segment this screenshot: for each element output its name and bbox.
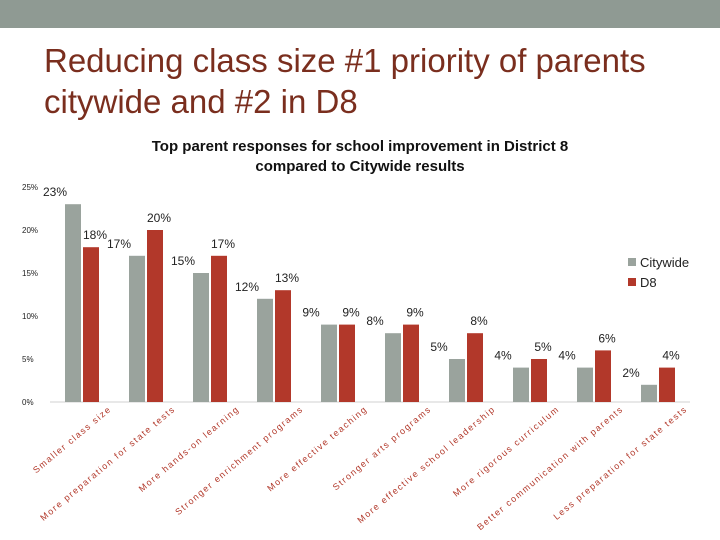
- bar-citywide-4: [321, 324, 337, 402]
- y-tick-label: 5%: [22, 355, 34, 364]
- y-tick-label: 10%: [22, 312, 38, 321]
- bar-citywide-1: [129, 255, 145, 402]
- x-tick-label-9: Less preparation for state tests: [551, 404, 689, 522]
- chart-legend: Citywide D8: [628, 252, 689, 292]
- legend-item-citywide: Citywide: [628, 252, 689, 272]
- x-tick-label-1: More preparation for state tests: [38, 404, 177, 523]
- chart-title-line-2: compared to Citywide results: [255, 158, 465, 175]
- bar-citywide-3: [257, 298, 273, 402]
- bar-citywide-9: [641, 384, 657, 402]
- data-label-d8-9: 4%: [662, 349, 680, 363]
- y-tick-label: 25%: [22, 183, 38, 192]
- data-label-citywide-9: 2%: [622, 366, 640, 380]
- slide-title: Reducing class size #1 priority of paren…: [44, 40, 704, 122]
- x-tick-label-3: Stronger enrichment programs: [173, 404, 305, 517]
- data-label-d8-0: 18%: [83, 228, 107, 242]
- legend-swatch-citywide: [628, 258, 636, 266]
- data-label-citywide-2: 15%: [171, 254, 195, 268]
- data-label-d8-5: 9%: [406, 306, 424, 320]
- bar-citywide-7: [513, 367, 529, 402]
- bar-d8-9: [659, 367, 675, 402]
- bar-d8-0: [83, 247, 99, 402]
- data-label-citywide-4: 9%: [302, 306, 320, 320]
- data-label-citywide-0: 23%: [43, 185, 67, 199]
- bar-citywide-2: [193, 273, 209, 402]
- bar-citywide-0: [65, 204, 81, 402]
- x-tick-label-2: More hands-on learning: [137, 404, 242, 494]
- top-banner: [0, 0, 720, 28]
- data-label-d8-2: 17%: [211, 237, 235, 251]
- y-tick-label: 15%: [22, 269, 38, 278]
- chart-title-line-1: Top parent responses for school improvem…: [151, 138, 569, 155]
- data-label-citywide-6: 5%: [430, 340, 448, 354]
- bar-d8-5: [403, 324, 419, 402]
- data-label-d8-6: 8%: [470, 314, 488, 328]
- slide-title-line-2: citywide and #2 in D8: [44, 83, 358, 120]
- bar-d8-8: [595, 350, 611, 402]
- y-tick-label: 0%: [22, 398, 34, 407]
- slide-title-line-1: Reducing class size #1 priority of paren…: [44, 42, 646, 79]
- legend-label-citywide: Citywide: [640, 254, 690, 270]
- data-label-d8-1: 20%: [147, 211, 171, 225]
- data-label-citywide-7: 4%: [494, 349, 512, 363]
- bar-d8-2: [211, 255, 227, 402]
- x-tick-label-6: More effective school leadership: [355, 404, 497, 525]
- x-tick-label-7: More rigorous curriculum: [451, 404, 561, 499]
- bar-d8-4: [339, 324, 355, 402]
- legend-item-d8: D8: [628, 272, 689, 292]
- bar-citywide-5: [385, 333, 401, 402]
- data-label-d8-8: 6%: [598, 331, 616, 345]
- chart-title: Top parent responses for school improvem…: [60, 137, 660, 177]
- data-label-citywide-8: 4%: [558, 349, 576, 363]
- data-label-d8-4: 9%: [342, 306, 360, 320]
- legend-label-d8: D8: [640, 274, 657, 290]
- y-tick-label: 20%: [22, 226, 38, 235]
- bar-d8-3: [275, 290, 291, 402]
- data-label-d8-3: 13%: [275, 271, 299, 285]
- data-label-d8-7: 5%: [534, 340, 552, 354]
- data-label-citywide-1: 17%: [107, 237, 131, 251]
- data-label-citywide-5: 8%: [366, 314, 384, 328]
- x-tick-label-4: More effective teaching: [265, 404, 369, 494]
- bar-d8-6: [467, 333, 483, 402]
- legend-swatch-d8: [628, 278, 636, 286]
- bar-citywide-6: [449, 359, 465, 402]
- bar-citywide-8: [577, 367, 593, 402]
- bar-d8-7: [531, 359, 547, 402]
- data-label-citywide-3: 12%: [235, 280, 259, 294]
- bar-d8-1: [147, 230, 163, 402]
- x-tick-label-8: Better communication with parents: [475, 404, 625, 532]
